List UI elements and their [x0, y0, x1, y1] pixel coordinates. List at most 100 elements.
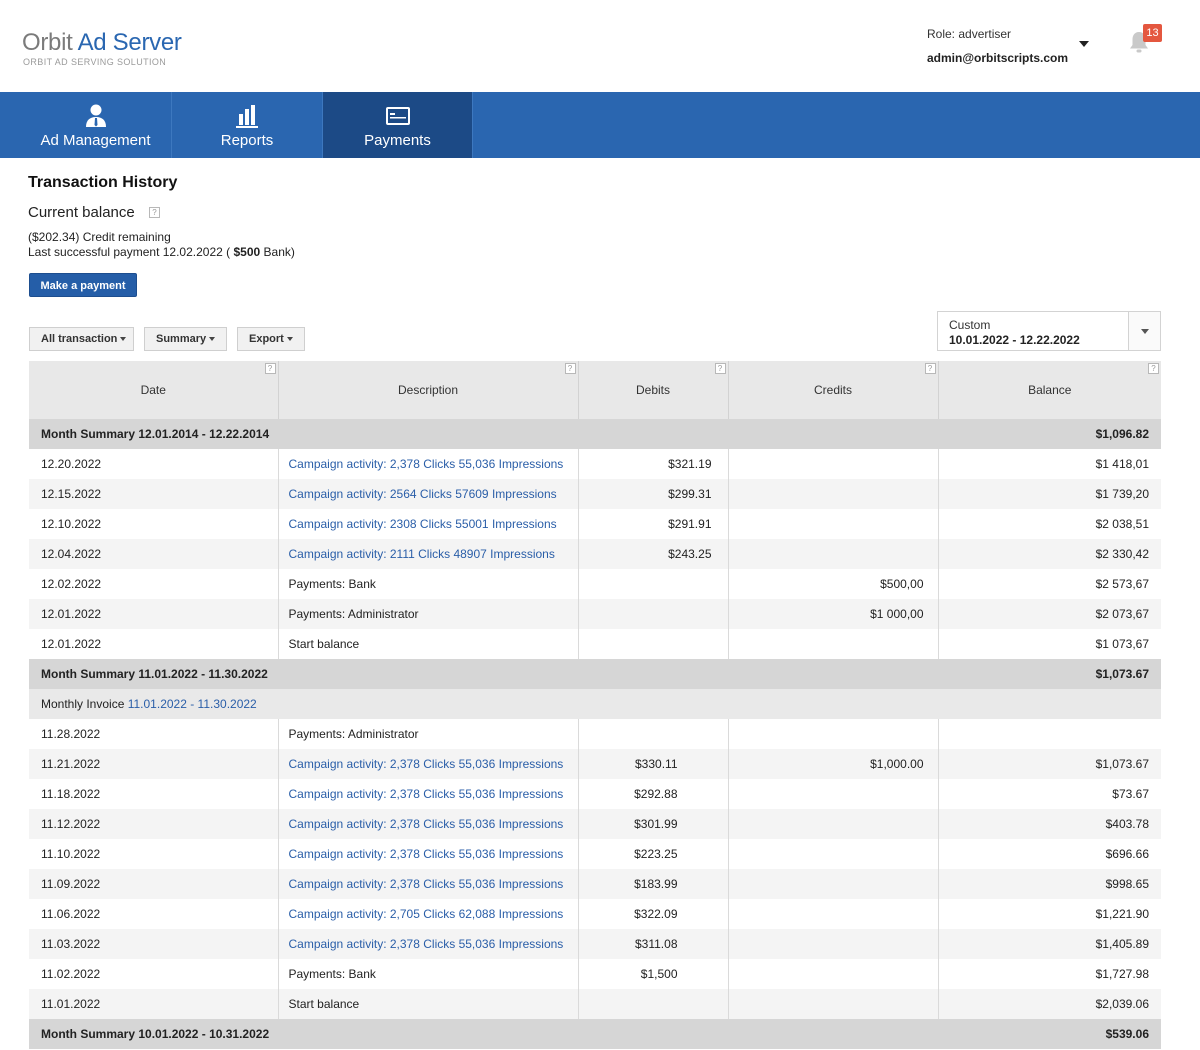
cell-date: 12.15.2022 [29, 479, 279, 509]
cell-date: 12.01.2022 [29, 599, 279, 629]
cell-balance: $1 073,67 [1095, 637, 1149, 651]
month-summary-label: Month Summary 10.01.2022 - 10.31.2022 [29, 1019, 938, 1049]
cell-description: Payments: Administrator [278, 599, 579, 629]
card-icon [385, 107, 410, 125]
cell-debit: $1,500 [578, 959, 729, 989]
cell-debit [578, 569, 729, 599]
cell-balance: $998.65 [938, 869, 1161, 899]
user-email[interactable]: admin@orbitscripts.com [927, 51, 1069, 65]
cell-date: 11.09.2022 [29, 869, 279, 899]
logo-word-ad-server: Ad Server [77, 29, 182, 56]
cell-balance: $2 073,67 [938, 599, 1161, 629]
credit-remaining: ($202.34) Credit remaining [28, 230, 171, 244]
date-range-select[interactable]: Custom 10.01.2022 - 12.22.2022 [937, 311, 1161, 351]
cell-credit [728, 809, 939, 839]
column-header-label: Date [140, 383, 166, 397]
cell-debit: $299.31 [578, 479, 729, 509]
transaction-filter-dropdown[interactable]: All transaction [29, 327, 134, 351]
cell-description[interactable]: Campaign activity: 2,378 Clicks 55,036 I… [278, 869, 579, 899]
column-header-label: Debits [635, 383, 670, 397]
cell-debit: $243.25 [578, 539, 729, 569]
app-logo[interactable]: Orbit Ad Server [22, 30, 182, 56]
cell-description: Payments: Bank [278, 569, 579, 599]
cell-credit [728, 959, 939, 989]
nav-payments[interactable]: Payments [323, 92, 473, 158]
nav-reports[interactable]: Reports [172, 92, 323, 158]
export-label: Export [249, 333, 284, 345]
cell-balance: $1,073.67 [938, 749, 1161, 779]
date-range-toggle[interactable] [1128, 312, 1160, 350]
export-dropdown[interactable]: Export [237, 327, 305, 351]
cell-balance: $2 038,51 [1095, 517, 1149, 531]
table-row: 11.03.2022 Campaign activity: 2,378 Click… [29, 929, 1161, 959]
last-payment-prefix: Last successful payment 12.02.2022 ( [28, 245, 231, 259]
help-icon[interactable]: ? [149, 207, 160, 218]
cell-debit: $301.99 [578, 809, 729, 839]
help-icon[interactable]: ? [924, 363, 936, 374]
help-icon[interactable]: ? [1148, 363, 1159, 374]
column-header-description[interactable]: Description? [278, 361, 579, 419]
last-payment: Last successful payment 12.02.2022 ( $50… [28, 245, 295, 259]
month-summary-label: Month Summary 11.01.2022 - 11.30.2022 [29, 659, 938, 689]
cell-date: 12.04.2022 [29, 539, 279, 569]
cell-debit: $291.91 [578, 509, 729, 539]
cell-description[interactable]: Campaign activity: 2,705 Clicks 62,088 I… [278, 899, 579, 929]
cell-credit [728, 869, 939, 899]
column-header-credits[interactable]: Credits? [728, 361, 939, 419]
table-row: 12.01.2022 Start balance $1 073,67 [29, 629, 1161, 659]
cell-description[interactable]: Campaign activity: 2308 Clicks 55001 Imp… [278, 509, 579, 539]
cell-date: 11.06.2022 [29, 899, 279, 929]
cell-credit [728, 629, 939, 659]
nav-ad-management[interactable]: Ad Management [20, 92, 172, 158]
notification-badge[interactable]: 13 [1143, 24, 1162, 42]
cell-balance: $1,221.90 [1095, 907, 1149, 921]
summary-dropdown[interactable]: Summary [144, 327, 227, 351]
help-icon[interactable]: ? [714, 363, 726, 374]
cell-description[interactable]: Campaign activity: 2,378 Clicks 55,036 I… [278, 749, 579, 779]
cell-credit [728, 899, 939, 929]
cell-debit [578, 599, 729, 629]
caret-down-icon [1141, 329, 1149, 334]
cell-date: 11.03.2022 [29, 929, 279, 959]
help-icon[interactable]: ? [264, 363, 276, 374]
caret-down-icon[interactable] [1079, 41, 1089, 47]
table-row: 11.12.2022 Campaign activity: 2,378 Click… [29, 809, 1161, 839]
table-row: 11.06.2022 Campaign activity: 2,705 Click… [29, 899, 1161, 929]
cell-date: 12.01.2022 [29, 629, 279, 659]
cell-description[interactable]: Campaign activity: 2,378 Clicks 55,036 I… [278, 779, 579, 809]
cell-credit: $500,00 [728, 569, 939, 599]
user-icon [85, 104, 106, 127]
transactions-body: Month Summary 12.01.2014 - 12.22.2014 $1,… [29, 419, 1161, 1049]
last-payment-amount: $500 [233, 245, 261, 259]
table-row: 12.01.2022 Payments: Administrator $1 000,… [29, 599, 1161, 629]
cell-debit: $183.99 [578, 869, 729, 899]
column-header-debits[interactable]: Debits? [578, 361, 729, 419]
cell-description[interactable]: Campaign activity: 2564 Clicks 57609 Imp… [278, 479, 579, 509]
cell-description: Payments: Administrator [278, 719, 579, 749]
date-range-value: 10.01.2022 - 12.22.2022 [949, 333, 1080, 347]
cell-debit: $223.25 [578, 839, 729, 869]
monthly-invoice-cell: Monthly Invoice 11.01.2022 - 11.30.2022 [29, 689, 1161, 719]
monthly-invoice-label: Monthly Invoice [41, 697, 125, 711]
table-row: 12.10.2022 Campaign activity: 2308 Clicks… [29, 509, 1161, 539]
make-payment-button[interactable]: Make a payment [29, 273, 137, 297]
monthly-invoice-link[interactable]: 11.01.2022 - 11.30.2022 [127, 697, 257, 711]
monthly-invoice-row: Monthly Invoice 11.01.2022 - 11.30.2022 [29, 689, 1161, 719]
cell-description[interactable]: Campaign activity: 2111 Clicks 48907 Imp… [278, 539, 579, 569]
cell-description[interactable]: Campaign activity: 2,378 Clicks 55,036 I… [278, 839, 579, 869]
cell-date: 11.12.2022 [29, 809, 279, 839]
column-header-balance[interactable]: Balance? [938, 361, 1161, 419]
cell-debit: $330.11 [578, 749, 729, 779]
transactions-table: Date? Description? Debits? Credits? Bala… [29, 361, 1161, 1049]
cell-description[interactable]: Campaign activity: 2,378 Clicks 55,036 I… [278, 449, 579, 479]
cell-description[interactable]: Campaign activity: 2,378 Clicks 55,036 I… [278, 809, 579, 839]
cell-credit [728, 839, 939, 869]
last-payment-suffix: Bank) [263, 245, 295, 259]
cell-credit [728, 779, 939, 809]
cell-description[interactable]: Campaign activity: 2,378 Clicks 55,036 I… [278, 929, 579, 959]
help-icon[interactable]: ? [564, 363, 576, 374]
table-row: 11.28.2022 Payments: Administrator [29, 719, 1161, 749]
cell-credit: $1,000.00 [728, 749, 939, 779]
cell-credit [728, 449, 939, 479]
column-header-date[interactable]: Date? [29, 361, 279, 419]
